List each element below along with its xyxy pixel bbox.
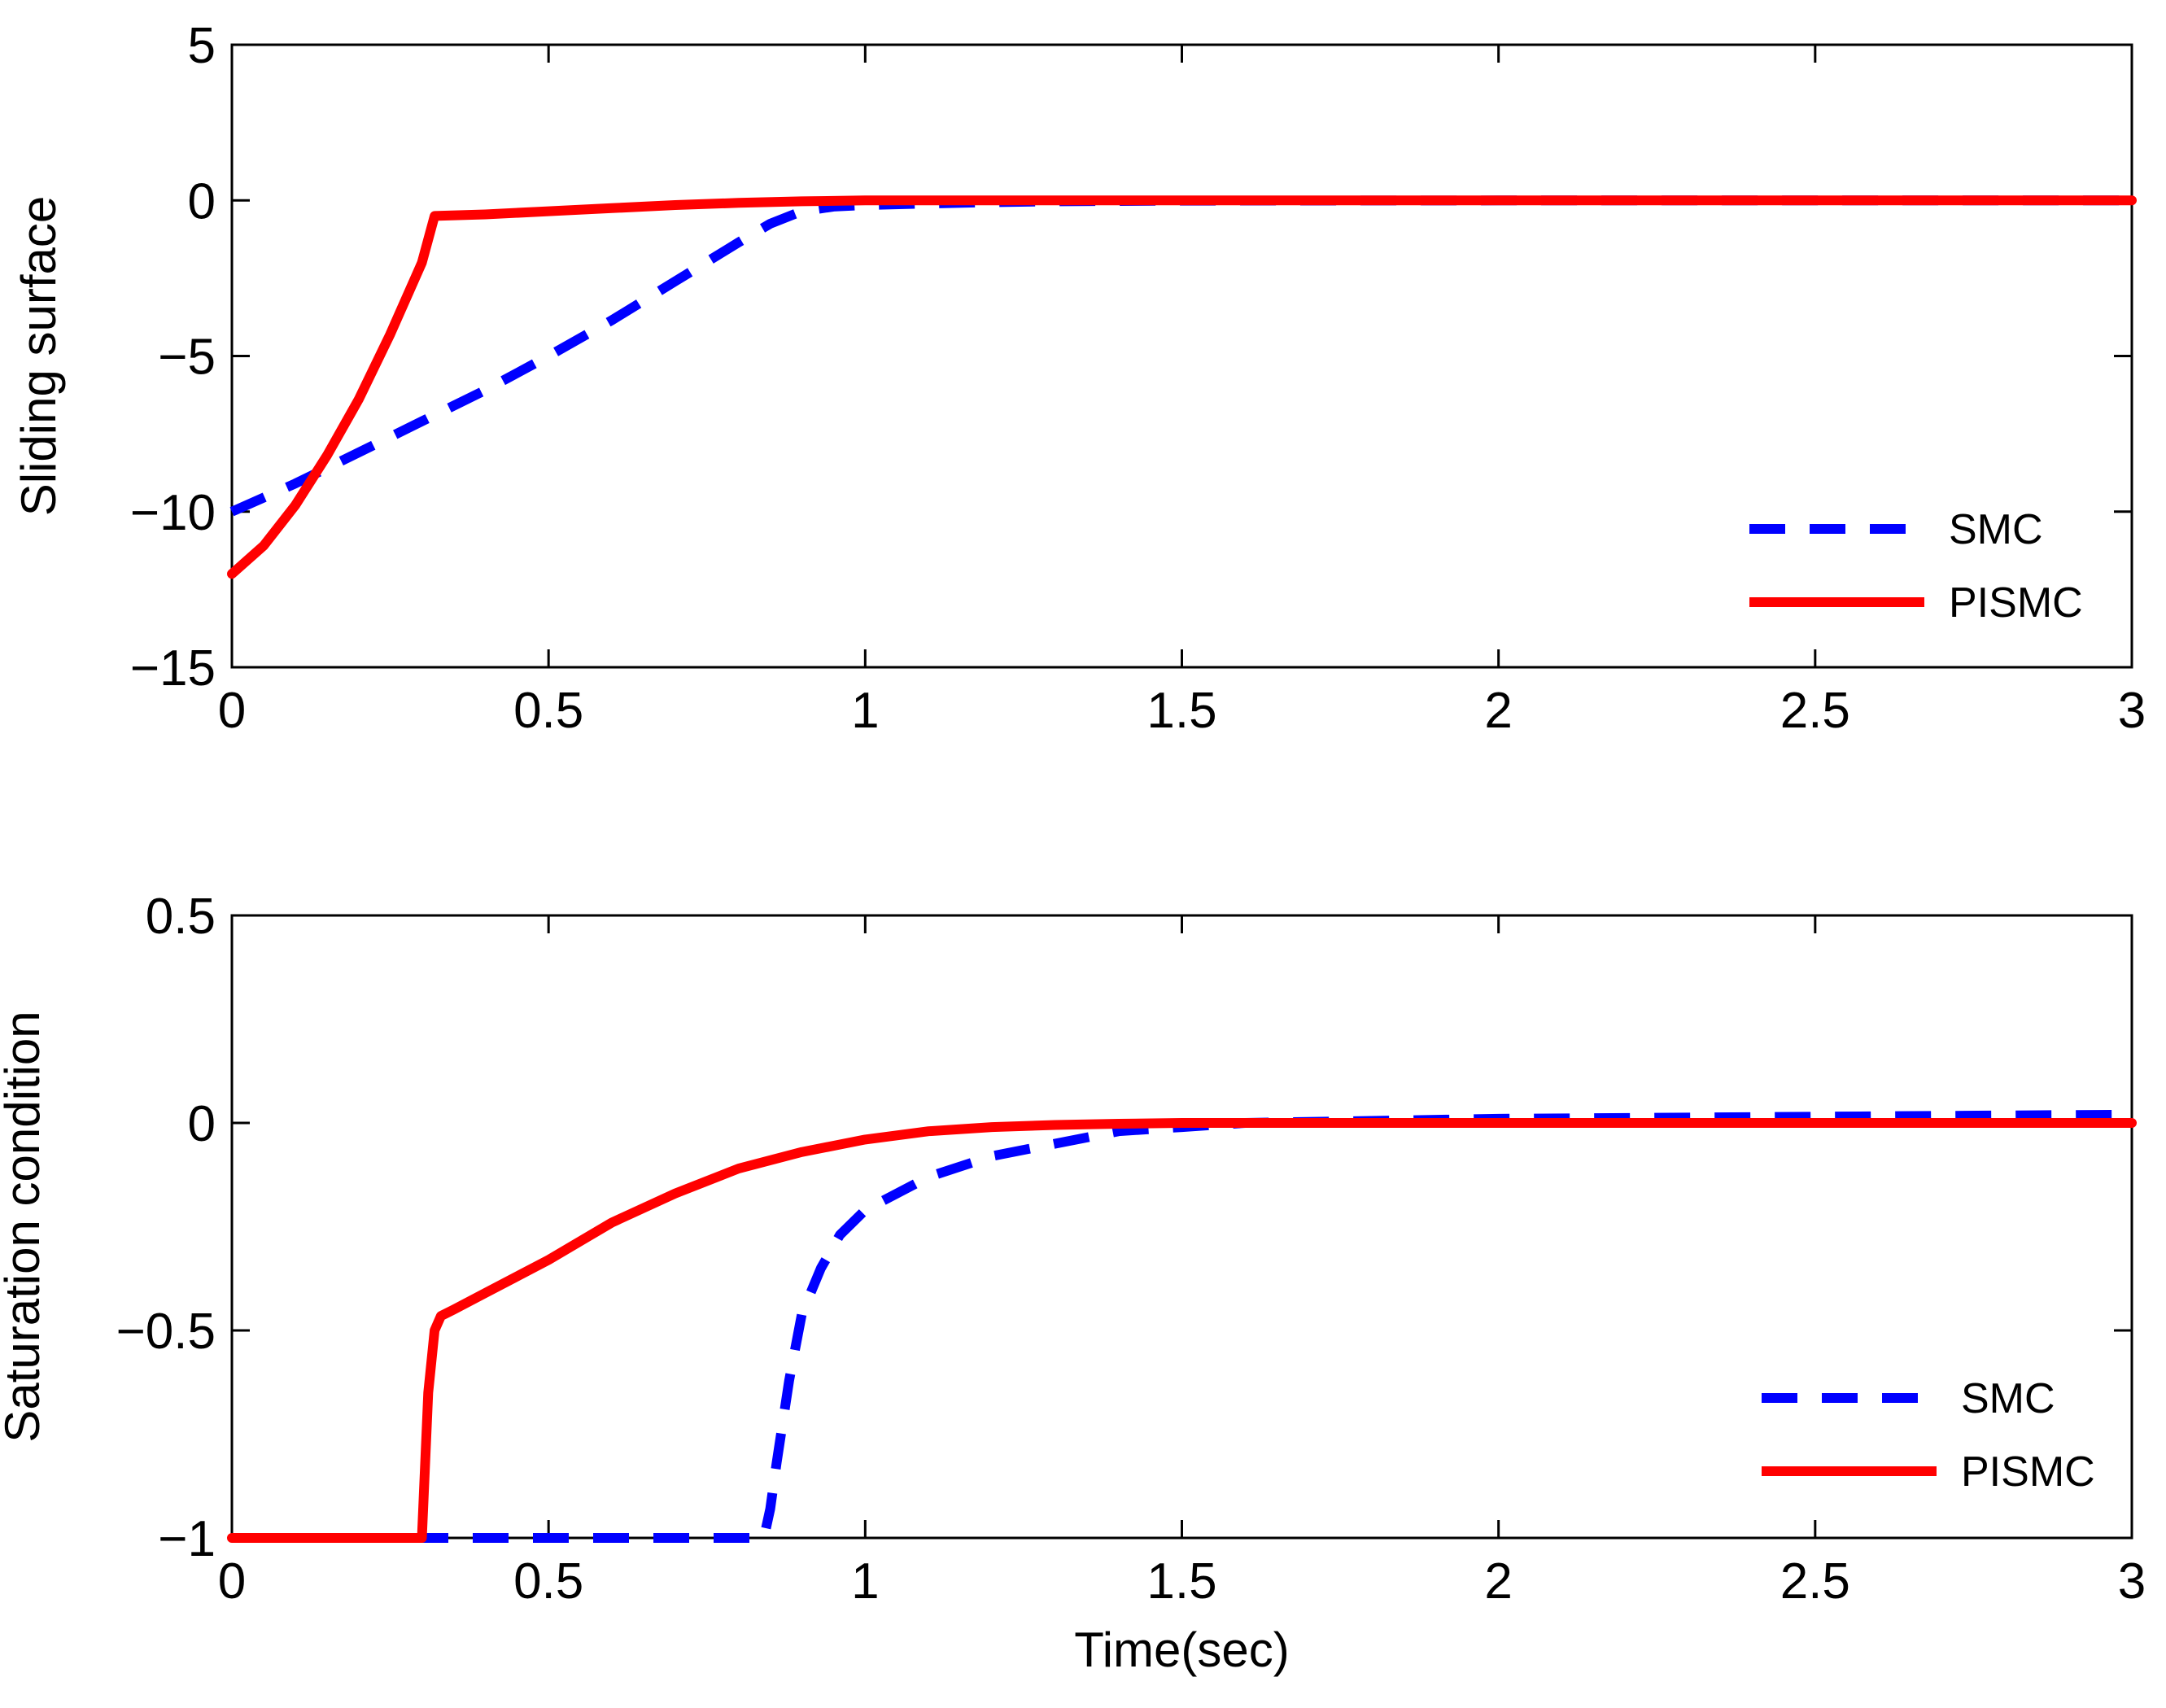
legend-label-pismc: PISMC <box>1949 579 2083 627</box>
x-tick-label: 0.5 <box>513 683 583 739</box>
y-tick-label: 0 <box>188 173 216 229</box>
x-tick-label: 0 <box>218 683 246 739</box>
plot-frame <box>230 43 2133 669</box>
x-axis-label: Time(sec) <box>1074 1623 1289 1677</box>
x-tick-label: 0.5 <box>513 1553 583 1610</box>
y-tick-label: −1 <box>158 1511 216 1567</box>
y-axis-label: Saturation condition <box>0 1011 50 1442</box>
y-tick-label: −5 <box>158 330 216 386</box>
y-tick-label: 0 <box>188 1096 216 1152</box>
x-tick-label: 2.5 <box>1780 683 1850 739</box>
x-tick-label: 3 <box>2118 1553 2146 1610</box>
x-tick-label: 2.5 <box>1780 1553 1850 1610</box>
y-tick-label: 5 <box>188 18 216 74</box>
x-tick-label: 2 <box>1484 1553 1512 1610</box>
y-tick-label: −0.5 <box>116 1304 216 1360</box>
plot-frame <box>230 914 2133 1540</box>
saturation-condition-chart: 0 0.5 1 1.5 2 2.5 3 −1 −0.5 0 0.5 Saturation condit… <box>0 889 2146 1677</box>
x-tick-label: 1 <box>851 683 879 739</box>
x-tick-label: 1.5 <box>1146 683 1216 739</box>
x-tick-label: 3 <box>2118 683 2146 739</box>
y-tick-label: −15 <box>130 640 216 697</box>
x-tick-label: 0 <box>218 1553 246 1610</box>
y-tick-label: −10 <box>130 485 216 541</box>
x-tick-label: 1 <box>851 1553 879 1610</box>
series-line-smc <box>229 195 2132 517</box>
x-tick-label: 1.5 <box>1146 1553 1216 1610</box>
legend-label-pismc: PISMC <box>1961 1448 2095 1496</box>
legend-label-smc: SMC <box>1949 506 2043 553</box>
series-line-pismc <box>227 195 2137 579</box>
legend-label-smc: SMC <box>1961 1375 2055 1422</box>
x-tick-label: 2 <box>1484 683 1512 739</box>
sliding-surface-chart: 0 0.5 1 1.5 2 2.5 3 −15 −10 −5 0 5 Sliding surface SM… <box>11 18 2146 739</box>
y-tick-label: 0.5 <box>146 889 216 945</box>
y-axis-label: Sliding surface <box>11 196 66 517</box>
series-line-pismc <box>227 1118 2137 1543</box>
